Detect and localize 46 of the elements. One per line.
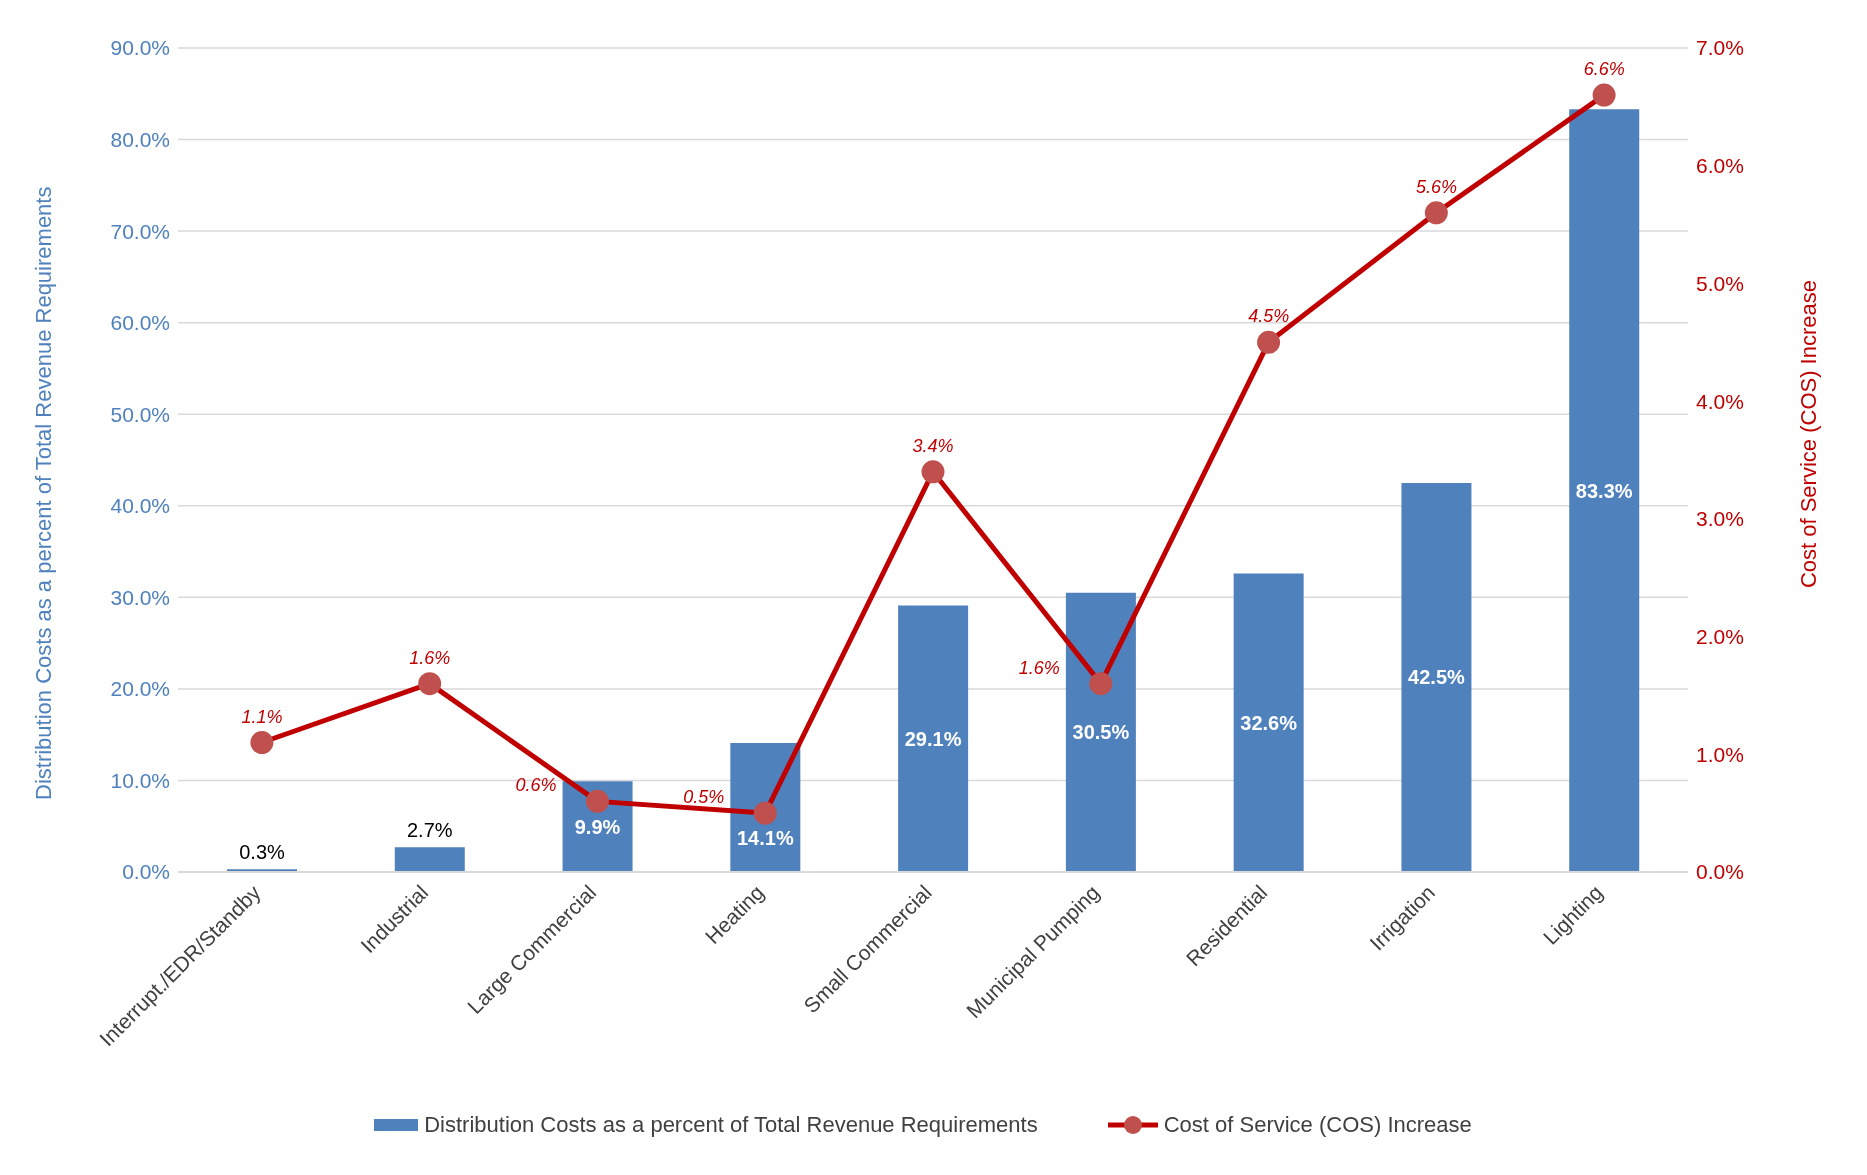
data-label: 0.5% <box>683 787 725 808</box>
bar <box>898 605 969 872</box>
bar <box>1401 482 1472 872</box>
data-label: 6.6% <box>1583 59 1625 80</box>
y-tick-label: 20.0% <box>110 677 170 701</box>
y-tick-label: 10.0% <box>110 768 170 792</box>
data-label: 5.6% <box>1415 176 1457 197</box>
bar <box>1065 592 1136 872</box>
data-label: 32.6% <box>1240 711 1298 734</box>
y-tick-label: 70.0% <box>110 219 170 243</box>
bar <box>1569 109 1640 872</box>
y2-tick-label: 7.0% <box>1696 36 1744 60</box>
data-label: 4.5% <box>1248 306 1290 327</box>
legend-label: Cost of Service (COS) Increase <box>1163 1112 1472 1138</box>
y2-tick-label: 2.0% <box>1696 625 1744 649</box>
y-tick-label: 0.0% <box>122 860 170 884</box>
data-label: 1.6% <box>1018 657 1060 678</box>
y-tick-label: 80.0% <box>110 128 170 152</box>
y2-tick-label: 4.0% <box>1696 389 1744 413</box>
y-tick-label: 30.0% <box>110 585 170 609</box>
data-label: 0.3% <box>239 841 286 864</box>
bar <box>1233 573 1304 872</box>
y2-tick-label: 3.0% <box>1696 507 1744 531</box>
y2-tick-label: 6.0% <box>1696 154 1744 178</box>
bar <box>394 847 465 872</box>
y-tick-label: 50.0% <box>110 402 170 426</box>
data-label: 29.1% <box>904 727 962 750</box>
y-tick-label: 40.0% <box>110 494 170 518</box>
y2-axis-title: Cost of Service (COS) Increase <box>1795 280 1821 589</box>
data-label: 2.7% <box>406 819 453 842</box>
data-label: 0.6% <box>515 775 557 796</box>
data-label: 9.9% <box>574 815 621 838</box>
y-axis-title: Distribution Costs as a percent of Total Revenue Requirements <box>30 186 56 800</box>
data-label: 14.1% <box>736 827 794 850</box>
y-tick-label: 60.0% <box>110 311 170 335</box>
y2-tick-label: 0.0% <box>1696 860 1744 884</box>
data-label: 83.3% <box>1575 479 1633 502</box>
data-label: 3.4% <box>912 435 954 456</box>
data-label: 42.5% <box>1408 666 1466 689</box>
data-label: 1.6% <box>409 647 451 668</box>
data-label: 1.1% <box>241 706 283 727</box>
legend-label: Distribution Costs as a percent of Total Revenue Requirements <box>424 1112 1038 1138</box>
y2-tick-label: 5.0% <box>1696 271 1744 295</box>
data-label: 30.5% <box>1072 721 1130 744</box>
y-tick-label: 90.0% <box>110 36 170 60</box>
y2-tick-label: 1.0% <box>1696 742 1744 766</box>
